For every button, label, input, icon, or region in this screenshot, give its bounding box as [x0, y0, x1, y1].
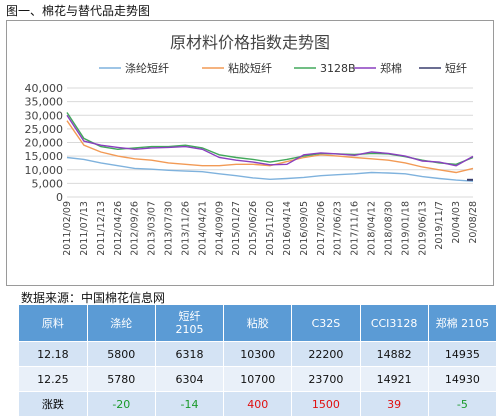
chart-frame: 原材料价格指数走势图 涤纶短纤 粘胶短纤 3128B 郑棉 短纤 0 5,000 10,00…: [6, 20, 494, 286]
header-cell: 粘胶: [223, 305, 293, 342]
series-line: [66, 114, 474, 167]
table-cell: 6318: [155, 341, 225, 367]
x-tick-label: 2015/01/27: [231, 201, 242, 256]
x-tick-label: 2019/01/18: [400, 201, 411, 256]
x-tick-label: 20/04/03: [451, 201, 462, 244]
change-cell: 400: [223, 391, 293, 417]
figure-caption: 图一、棉花与替代品走势图: [6, 4, 151, 18]
y-tick-label: 40,000: [25, 82, 64, 95]
x-tick-label: 2012/04/26: [113, 201, 124, 256]
table-header-row: 原料 涤纶 短纤 2105 粘胶 C32S CCI3128 郑棉 2105: [19, 305, 498, 342]
y-tick-label: 25,000: [25, 123, 64, 136]
y-tick-label: 30,000: [25, 109, 64, 122]
x-tick-label: 2016/09/05: [299, 201, 310, 256]
x-tick-label: 2014/09/09: [214, 201, 225, 256]
series-line: [66, 120, 474, 174]
x-tick-label: 2015/11/20: [265, 201, 276, 256]
table-cell: 14935: [428, 341, 498, 367]
table-cell: 5780: [87, 366, 156, 392]
table-cell: 14882: [360, 341, 429, 367]
change-cell: -14: [155, 391, 225, 417]
y-tick-label: 10,000: [25, 164, 64, 177]
legend-label: 3128B: [320, 62, 356, 75]
x-tick-label: 2018/04/12: [367, 201, 378, 256]
table-cell: 10700: [223, 366, 293, 392]
legend-label: 涤纶短纤: [125, 61, 169, 75]
header-cell: 短纤 2105: [155, 305, 225, 342]
x-tick-label: 2018/08/30: [383, 201, 394, 256]
table-cell: 6304: [155, 366, 225, 392]
change-cell: -20: [87, 391, 156, 417]
table-cell: 14921: [360, 366, 429, 392]
header-cell: 原料: [19, 305, 88, 342]
legend-label: 郑棉: [380, 61, 402, 75]
legend-label: 短纤: [445, 61, 467, 75]
y-axis-ticks: 05,00010,00015,00020,00025,00030,00035,0…: [25, 82, 64, 204]
x-tick-label: 2012/09/26: [130, 201, 141, 256]
table-cell: 涨跌: [19, 391, 88, 417]
table-cell: 12.25: [19, 366, 88, 392]
x-tick-label: 2013/11/26: [180, 201, 191, 256]
legend-label: 粘胶短纤: [228, 61, 272, 75]
x-tick-label: 2017/11/16: [350, 201, 361, 256]
chart-title: 原材料价格指数走势图: [170, 33, 330, 52]
x-tick-label: 2011/12/13: [96, 201, 107, 256]
table-cell: 5800: [87, 341, 156, 367]
table-cell: 22200: [291, 341, 361, 367]
chart-series-lines: [66, 112, 474, 182]
y-tick-label: 0: [56, 191, 63, 204]
y-tick-label: 15,000: [25, 150, 64, 163]
x-tick-label: 2017/02/06: [316, 201, 327, 256]
x-tick-label: 2019/06/13: [417, 201, 428, 256]
data-source-note: 数据来源：中国棉花信息网: [21, 291, 166, 305]
table-row-change: 涨跌 -20 -14 400 1500 39 -5: [19, 391, 498, 417]
header-cell: CCI3128: [360, 305, 429, 342]
table-cell: 10300: [223, 341, 293, 367]
price-index-chart: 原材料价格指数走势图 涤纶短纤 粘胶短纤 3128B 郑棉 短纤 05,00010,00…: [25, 33, 480, 256]
series-line: [66, 156, 474, 182]
x-tick-label: 20/08/28: [468, 201, 479, 244]
change-cell: 39: [360, 391, 429, 417]
x-tick-label: 2014/04/21: [197, 201, 208, 256]
x-tick-label: 2019/11/7: [434, 201, 445, 250]
header-cell: 郑棉 2105: [428, 305, 498, 342]
table-row: 12.18 5800 6318 10300 22200 14882 14935: [19, 341, 498, 367]
change-cell: 1500: [291, 391, 361, 417]
header-cell: 涤纶: [87, 305, 156, 342]
x-tick-label: 2015/06/26: [248, 201, 259, 256]
x-tick-label: 2016/04/14: [282, 201, 293, 256]
table-cell: 12.18: [19, 341, 88, 367]
x-tick-label: 2013/07/30: [164, 201, 175, 256]
y-tick-label: 20,000: [25, 137, 64, 150]
y-tick-label: 5,000: [32, 177, 64, 190]
x-tick-label: 2011/07/13: [79, 201, 90, 256]
y-tick-label: 35,000: [25, 96, 64, 109]
x-tick-label: 2017/06/23: [333, 201, 344, 256]
chart-grid: [67, 87, 473, 198]
table-row: 12.25 5780 6304 10700 23700 14921 14930: [19, 366, 498, 392]
table-cell: 14930: [428, 366, 498, 392]
change-cell: -5: [428, 391, 498, 417]
x-tick-label: 2013/03/07: [147, 201, 158, 256]
x-axis-ticks: 2011/02/09 2011/07/13 2011/12/13 2012/04/26…: [62, 201, 479, 256]
chart-legend: 涤纶短纤 粘胶短纤 3128B 郑棉 短纤: [99, 61, 467, 75]
table-cell: 23700: [291, 366, 361, 392]
header-cell: C32S: [291, 305, 361, 342]
price-table: 原料 涤纶 短纤 2105 粘胶 C32S CCI3128 郑棉 2105 12…: [19, 305, 498, 417]
x-tick-label: 2011/02/09: [62, 201, 73, 256]
